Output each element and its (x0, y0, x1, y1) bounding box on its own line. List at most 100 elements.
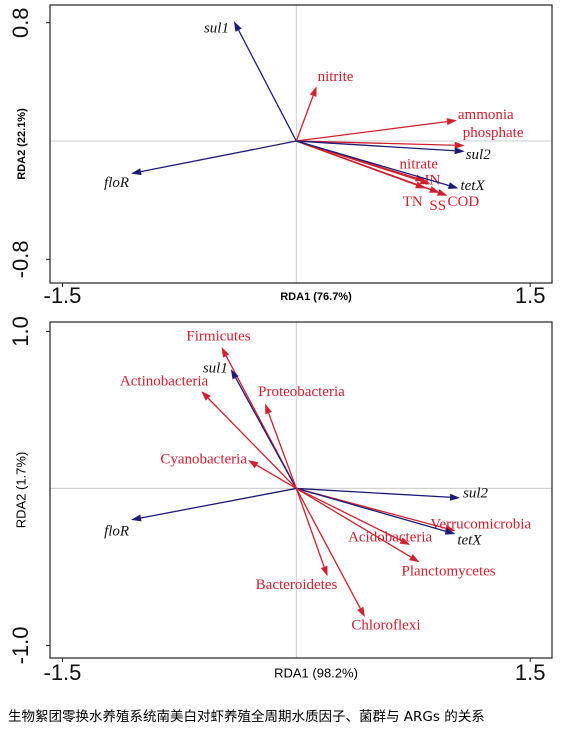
vector-shaft (296, 120, 448, 142)
vector-head (233, 21, 242, 32)
vector-head (131, 168, 142, 176)
plot-frame (49, 4, 553, 284)
x-axis-label: RDA1 (76.7%) (280, 291, 352, 303)
x-axis-label: RDA1 (98.2%) (274, 665, 358, 680)
y-tick-label: 0.8 (8, 7, 33, 38)
caption: 生物絮团零换水养殖系统南美白对虾养殖全周期水质因子、菌群与 ARGs 的关系 (8, 708, 485, 725)
vector-shaft (140, 487, 297, 519)
vector-shaft (296, 487, 402, 542)
vector-label: sul2 (466, 147, 492, 163)
vector-label: Firmicutes (186, 329, 250, 345)
vector (296, 487, 461, 501)
x-tick-label: -1.5 (44, 283, 82, 308)
vector-label: Actinobacteria (120, 374, 209, 390)
vector-head (230, 369, 239, 380)
vector (296, 487, 411, 545)
vector (296, 140, 459, 189)
vector-label: tetX (457, 532, 482, 548)
x-tick-label: 1.5 (515, 283, 546, 308)
vector-shaft (238, 29, 297, 142)
vector-head (309, 86, 317, 97)
vector-label: Acidobacteria (348, 529, 432, 545)
vector-head (446, 118, 457, 126)
vector-shaft (296, 140, 455, 152)
vector (295, 86, 317, 142)
vector-label: Chloroflexi (351, 618, 420, 634)
x-tick-label: 1.5 (515, 660, 546, 685)
vector-label: TN (403, 194, 423, 210)
vector-head (357, 606, 365, 618)
vector-shaft (207, 397, 297, 489)
y-axis-label: RDA2 (1.7%) (13, 452, 28, 529)
vector-shaft (295, 95, 314, 142)
vector-label: floR (104, 523, 129, 539)
vector (230, 369, 297, 489)
y-tick-label: -1.0 (8, 626, 33, 664)
vector-label: SS (429, 198, 446, 214)
vector (296, 140, 465, 149)
vector-shaft (256, 464, 297, 489)
vector (295, 488, 328, 577)
vector (295, 488, 365, 618)
vector (247, 460, 297, 489)
vector-label: floR (104, 175, 129, 191)
vector-head (320, 565, 328, 577)
vector-head (447, 182, 459, 189)
vector-label: Proteobacteria (258, 384, 345, 400)
vector-label: COD (448, 194, 480, 210)
vector-head (265, 403, 272, 415)
vector (131, 140, 297, 176)
vector-label: sul1 (203, 361, 228, 377)
vector-head (454, 147, 465, 155)
vector-label: Verrucomicrobia (430, 516, 531, 532)
vector-head (409, 554, 420, 563)
vector-head (429, 186, 440, 193)
vector (296, 487, 456, 535)
vector-label: Cyanobacteria (160, 452, 247, 468)
vector-shaft (296, 140, 439, 193)
vector-head (247, 460, 259, 469)
vector-head (436, 189, 448, 196)
vector-shaft (296, 140, 450, 187)
vector-label: nitrate (400, 156, 439, 172)
vector (233, 21, 297, 142)
vector-label: nitrite (318, 69, 354, 85)
vector-label: Planctomycetes (401, 564, 495, 580)
vector-head (444, 527, 456, 535)
vector (201, 391, 297, 489)
vector (131, 487, 297, 522)
y-axis-label: RDA2 (22.1%) (16, 108, 28, 180)
vector-shaft (296, 487, 451, 498)
vector-head (131, 514, 142, 522)
vector-head (454, 141, 465, 149)
vector-label: sul2 (463, 485, 489, 501)
vector-label: sul1 (204, 21, 229, 37)
vector-head (399, 537, 411, 545)
vector-head (221, 347, 230, 358)
vector-head (449, 493, 461, 501)
vector-label: tetX (460, 178, 485, 194)
y-tick-label: -0.8 (8, 240, 33, 278)
vector-shaft (296, 140, 455, 146)
vector (296, 118, 457, 142)
vector (295, 487, 420, 563)
x-tick-label: -1.5 (44, 660, 82, 685)
vector-shaft (140, 140, 297, 173)
plot-frame (49, 321, 553, 659)
vector-shaft (267, 412, 297, 489)
vector-shaft (296, 487, 446, 532)
vector-label: phosphate (463, 125, 524, 141)
vector-head (201, 391, 211, 401)
vector-shaft (295, 488, 361, 609)
vector-head (419, 177, 431, 185)
vector-shaft (295, 487, 412, 558)
vector-label: Bacteroidetes (256, 577, 338, 593)
vector-shaft (295, 488, 325, 568)
vector (296, 140, 448, 196)
vector (265, 403, 297, 489)
vector (296, 140, 465, 155)
vector-label: ammonia (458, 107, 514, 123)
y-tick-label: 1.0 (8, 316, 33, 347)
vector-shaft (235, 377, 297, 489)
